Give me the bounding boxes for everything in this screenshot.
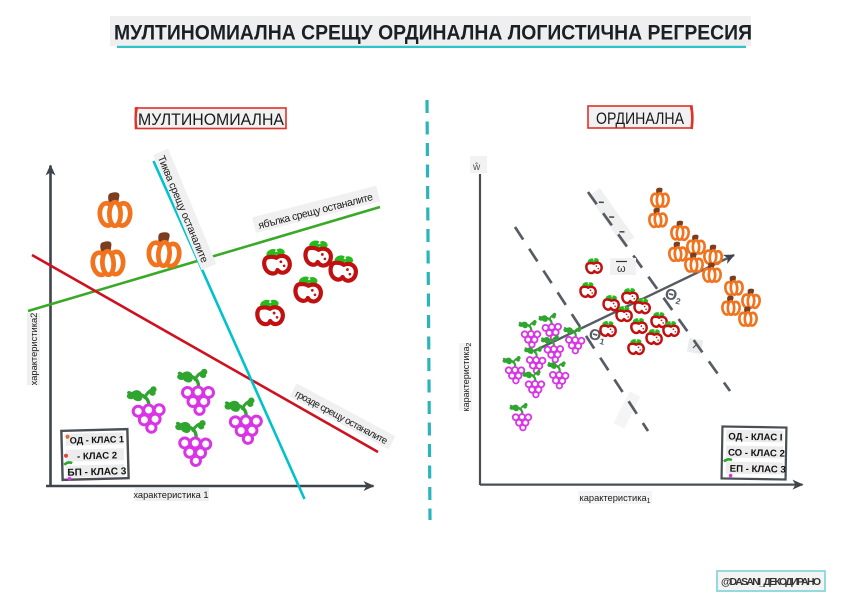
svg-text:МУЛТИНОМИАЛНА: МУЛТИНОМИАЛНА [138, 111, 284, 129]
svg-text:грозде срещу останалите: грозде срещу останалите [293, 389, 390, 447]
svg-text:характеристика 1: характеристика 1 [133, 490, 208, 500]
svg-text:ОД - КЛАС 1: ОД - КЛАС 1 [69, 434, 124, 445]
svg-text:характеристика2: характеристика2 [29, 313, 39, 386]
svg-text:- КЛАС 2: - КЛАС 2 [77, 450, 117, 462]
svg-text:карактеристика2: карактеристика2 [461, 342, 473, 411]
svg-text:@DASANI_ДЕКОДИРАНО: @DASANI_ДЕКОДИРАНО [721, 576, 821, 588]
svg-text:МУЛТИНОМИАЛНА СРЕЩУ ОРДИНАЛНА: МУЛТИНОМИАЛНА СРЕЩУ ОРДИНАЛНА ЛОГИСТИЧНА… [114, 21, 752, 45]
svg-text:ŵ: ŵ [472, 162, 481, 173]
svg-text:ОД - КЛАС I: ОД - КЛАС I [728, 432, 783, 444]
svg-text:БП - КЛАС 3: БП - КЛАС 3 [67, 466, 127, 479]
svg-text:СО - КЛАС 2: СО - КЛАС 2 [728, 448, 785, 460]
svg-text:ω: ω [617, 263, 626, 275]
svg-text:ОРДИНАЛНА: ОРДИНАЛНА [596, 110, 684, 128]
svg-text:ЕП - КЛАС 3: ЕП - КЛАС 3 [730, 464, 786, 476]
svg-text:карактеристика1: карактеристика1 [579, 493, 650, 505]
